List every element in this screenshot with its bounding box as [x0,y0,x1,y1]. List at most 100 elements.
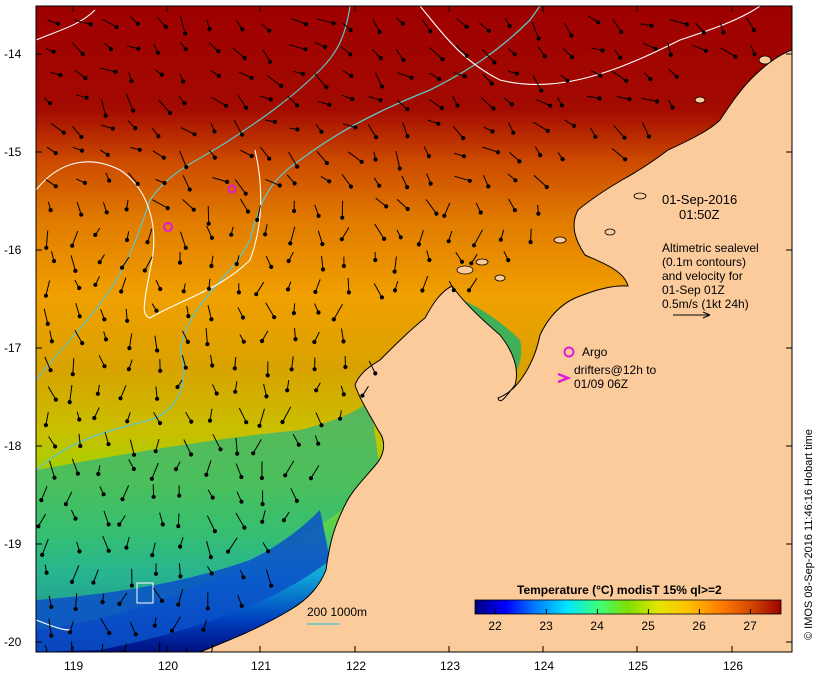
velocity-arrow-head [117,522,122,527]
velocity-arrow-head [349,73,354,79]
velocity-arrow [341,174,352,187]
velocity-arrow-head [183,47,188,52]
velocity-arrow [40,486,48,501]
velocity-arrow-head [260,519,265,524]
velocity-arrow-head [206,221,211,226]
velocity-arrow [211,643,214,652]
velocity-arrow-head [158,286,163,292]
velocity-arrow [50,122,65,134]
velocity-arrow [74,69,86,79]
velocity-arrow-head [169,628,175,633]
velocity-arrow-head [316,441,321,446]
velocity-arrow [239,198,249,212]
velocity-arrow-head [80,51,85,57]
velocity-arrow-head [436,121,441,126]
velocity-arrow-head [51,258,57,264]
velocity-arrow-head [304,22,309,27]
velocity-arrow-head [684,22,690,27]
velocity-arrow [182,175,191,190]
velocity-arrow-head [161,155,166,160]
velocity-arrow-head [320,267,326,272]
velocity-arrow [428,47,443,60]
velocity-arrow-head [512,52,517,57]
velocity-arrow-head [655,99,660,104]
velocity-arrow [75,593,78,610]
velocity-arrow-head [674,74,679,79]
velocity-arrow [397,72,412,79]
velocity-arrow [316,18,334,24]
velocity-arrow-head [235,451,240,456]
velocity-arrow-head [266,549,271,554]
velocity-arrow-head [279,83,284,89]
velocity-arrow-head [243,191,248,196]
velocity-arrow-head [542,54,547,59]
velocity-arrow-head [331,21,336,26]
velocity-arrow-head [117,601,122,607]
velocity-arrow-head [312,339,317,345]
velocity-arrow [252,439,262,454]
velocity-arrow-head [459,259,465,264]
velocity-arrow [263,383,267,397]
velocity-arrow-head [593,134,598,139]
velocity-arrow [45,412,49,426]
velocity-arrow [125,93,134,111]
velocity-arrow [233,119,243,135]
sealevel-contour-box [136,582,154,604]
sealevel-contour [36,149,262,319]
velocity-arrow [262,49,271,63]
velocity-arrow-head [78,443,83,449]
velocity-arrow [695,22,705,34]
velocity-arrow-head [218,447,223,452]
velocity-arrow-head [293,337,298,342]
velocity-arrow [102,18,117,28]
velocity-arrow-head [339,237,344,242]
velocity-arrow-head [536,211,541,216]
velocity-arrow-head [360,393,365,398]
velocity-arrow-head [47,101,53,106]
velocity-arrow-head [53,397,59,402]
velocity-arrow [443,202,451,217]
velocity-arrow-head [67,630,73,635]
velocity-arrow-head [539,88,544,93]
velocity-arrow [563,22,572,36]
velocity-arrow-head [373,371,378,376]
velocity-arrow [102,535,110,551]
velocity-arrow-head [378,98,383,103]
velocity-arrow-head [240,315,246,320]
velocity-arrow-head [251,451,256,456]
velocity-arrow-head [129,583,134,588]
velocity-arrow-head [75,471,81,476]
velocity-arrow-head [569,33,574,38]
velocity-arrow [177,588,184,605]
velocity-arrow [291,18,307,25]
velocity-arrow-head [136,46,141,51]
sealevel-contour [36,619,71,631]
velocity-arrow [394,256,397,272]
velocity-arrow [71,458,79,474]
velocity-arrow-head [267,156,272,161]
velocity-arrow-head [397,166,402,171]
velocity-arrow-head [670,105,675,110]
velocity-arrow-head [514,71,520,76]
velocity-arrow-head [295,164,300,169]
date-label: 01-Sep-2016 [662,192,737,207]
velocity-arrow-head [260,502,265,507]
y-tick-label: -19 [4,537,22,551]
velocity-arrow [43,308,49,325]
velocity-arrow [180,231,187,249]
velocity-arrow-head [240,132,245,137]
velocity-arrow [179,150,187,168]
velocity-arrow-head [405,206,410,212]
velocity-arrow-head [100,600,105,605]
velocity-arrow-head [207,418,213,423]
velocity-arrow [482,146,499,153]
velocity-arrow-head [210,363,215,368]
velocity-arrow [265,178,280,186]
velocity-arrow-head [241,339,246,344]
velocity-scale-arrow [673,311,711,319]
velocity-arrow [367,124,377,138]
velocity-arrow-head [79,148,85,153]
velocity-arrow [234,179,247,194]
velocity-arrow-head [44,570,49,575]
velocity-arrow [291,356,294,370]
